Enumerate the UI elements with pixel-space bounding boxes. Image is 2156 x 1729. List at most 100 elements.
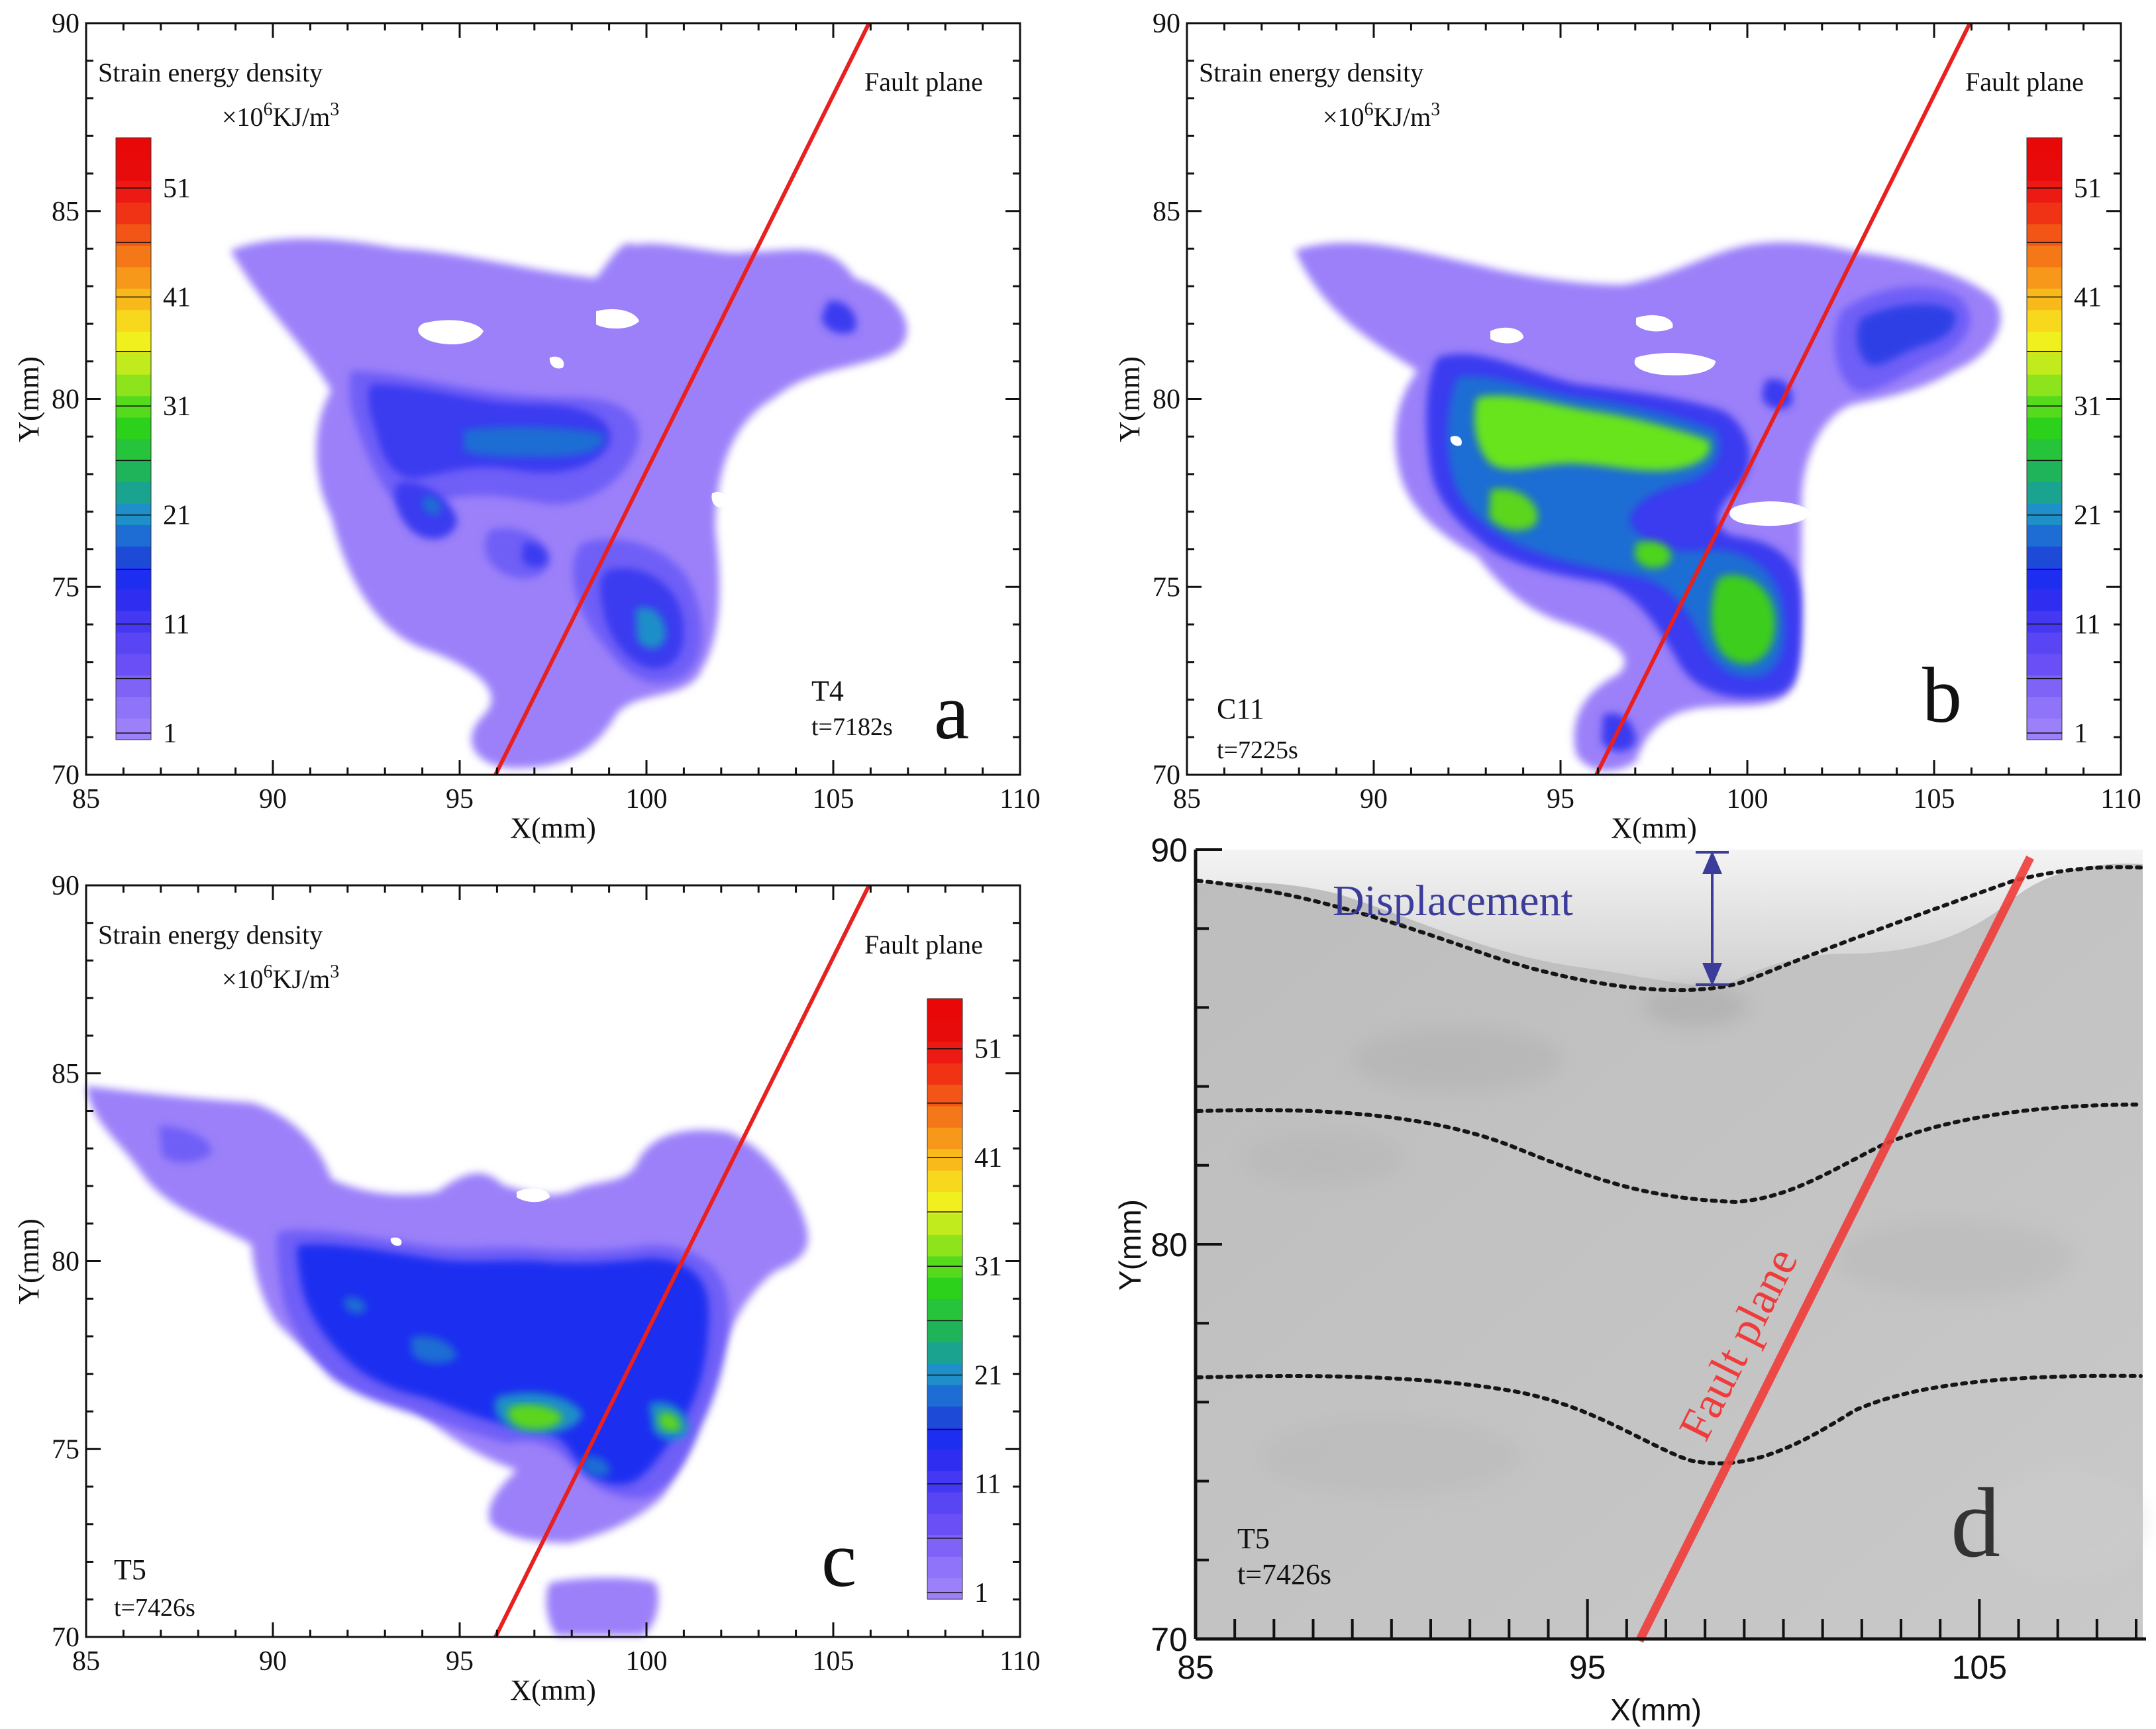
y-tick-label: 75 — [52, 572, 79, 603]
x-tick-label: 85 — [72, 784, 100, 815]
colorbar-segment — [927, 1299, 962, 1321]
colorbar-segment — [927, 1363, 962, 1385]
colorbar-segment — [2027, 589, 2062, 611]
panel-a-ticks: 85 90 95 100 105 110 70 75 80 85 90 — [52, 9, 1041, 815]
panel-a-contours — [231, 238, 907, 769]
colorbar-segment — [927, 1277, 962, 1300]
x-tick-label: 110 — [1000, 1646, 1040, 1677]
panel-b-time: t=7225s — [1217, 736, 1298, 764]
panel-b-colorbar-units: ×106KJ/m3 — [1323, 99, 1440, 132]
panel-c-letter: c — [821, 1515, 856, 1603]
colorbar-segment — [116, 568, 151, 590]
colorbar-segment — [927, 1406, 962, 1428]
colorbar-segment — [2027, 138, 2062, 160]
colorbar-segment — [2027, 374, 2062, 397]
colorbar-tick-label: 51 — [163, 173, 191, 204]
colorbar-tick-label: 1 — [974, 1578, 988, 1608]
x-tick-label: 105 — [1914, 784, 1955, 815]
colorbar-segment — [2027, 417, 2062, 440]
colorbar-tick-label: 21 — [2074, 501, 2102, 531]
panel-b-xlabel: X(mm) — [1611, 812, 1697, 844]
colorbar-segment — [116, 180, 151, 203]
colorbar-segment — [2027, 697, 2062, 719]
y-tick-label: 70 — [1151, 1621, 1188, 1658]
colorbar-segment — [116, 589, 151, 611]
colorbar-segment — [2027, 718, 2062, 740]
colorbar-segment — [927, 1256, 962, 1278]
colorbar-segment — [116, 460, 151, 483]
panel-a-letter: a — [934, 667, 969, 756]
colorbar-segment — [116, 654, 151, 676]
colorbar-segment — [927, 1063, 962, 1085]
panel-c-specimen: T5 — [114, 1554, 146, 1586]
colorbar-segment — [927, 1148, 962, 1171]
colorbar-segment — [2027, 202, 2062, 224]
x-tick-label: 90 — [1360, 784, 1388, 815]
panel-c-time: t=7426s — [114, 1594, 195, 1622]
panel-c-ylabel: Y(mm) — [13, 1218, 45, 1305]
panel-b-ticks: 85 90 95 100 105 110 70 75 80 85 90 — [1153, 9, 2141, 815]
y-tick-label: 90 — [52, 9, 79, 39]
panel-a-colorbar-title: Strain energy density — [98, 58, 323, 87]
colorbar-segment — [927, 1084, 962, 1107]
panel-d-xlabel: X(mm) — [1610, 1693, 1702, 1727]
panel-a-fault-line — [493, 22, 871, 776]
x-tick-label: 100 — [626, 1646, 668, 1677]
colorbar-segment — [116, 611, 151, 633]
panel-a-xlabel: X(mm) — [510, 812, 596, 844]
colorbar-border — [927, 998, 963, 1600]
colorbar-tick-label: 41 — [974, 1143, 1002, 1173]
colorbar-segment — [927, 1041, 962, 1063]
y-tick-label: 90 — [1153, 9, 1180, 39]
panel-c-fault-label: Fault plane — [864, 930, 983, 960]
colorbar-segment — [2027, 438, 2062, 461]
colorbar-segment — [2027, 288, 2062, 311]
panel-d-fault-line — [1635, 856, 2034, 1643]
x-tick-label: 85 — [1173, 784, 1201, 815]
colorbar-segment — [2027, 481, 2062, 504]
panel-a-fault-label: Fault plane — [864, 67, 983, 97]
panel-d-ticks: 85 95 105 70 80 90 — [1151, 832, 2137, 1686]
colorbar-segment — [2027, 223, 2062, 246]
colorbar-segment — [927, 1427, 962, 1450]
colorbar-segment — [927, 1449, 962, 1471]
colorbar-segment — [927, 1234, 962, 1257]
y-tick-label: 70 — [1153, 760, 1180, 791]
x-tick-label: 85 — [72, 1646, 100, 1677]
colorbar-segment — [2027, 395, 2062, 418]
colorbar-segment — [927, 1170, 962, 1193]
panel-a-time: t=7182s — [811, 713, 893, 741]
colorbar-segment — [927, 999, 962, 1020]
x-tick-label: 95 — [1547, 784, 1574, 815]
panel-d-letter: d — [1951, 1468, 2000, 1578]
colorbar-segment — [2027, 460, 2062, 483]
colorbar-tick-label: 51 — [974, 1034, 1002, 1065]
y-tick-label: 75 — [1153, 572, 1180, 603]
panel-b-ylabel: Y(mm) — [1113, 356, 1146, 442]
y-tick-label: 80 — [52, 1247, 79, 1277]
panel-d-photo — [1196, 850, 2146, 1639]
x-tick-label: 85 — [1177, 1649, 1214, 1686]
colorbar-segment — [116, 374, 151, 397]
y-tick-label: 80 — [1153, 385, 1180, 415]
colorbar-segment — [2027, 266, 2062, 289]
colorbar-tick-label: 41 — [163, 282, 191, 313]
colorbar-segment — [2027, 654, 2062, 676]
panel-d-ylabel: Y(mm) — [1113, 1199, 1147, 1291]
colorbar-segment — [927, 1342, 962, 1364]
y-tick-label: 70 — [52, 1622, 79, 1653]
x-tick-label: 95 — [1569, 1649, 1606, 1686]
colorbar-tick-label: 51 — [2074, 173, 2102, 204]
colorbar-segment — [927, 1127, 962, 1150]
y-tick-label: 80 — [1151, 1226, 1188, 1263]
colorbar-segment — [116, 309, 151, 332]
panel-b-contours — [1295, 242, 2001, 771]
colorbar-segment — [2027, 611, 2062, 633]
panel-b-fault-line — [1594, 22, 1972, 776]
colorbar-border — [2026, 137, 2063, 740]
